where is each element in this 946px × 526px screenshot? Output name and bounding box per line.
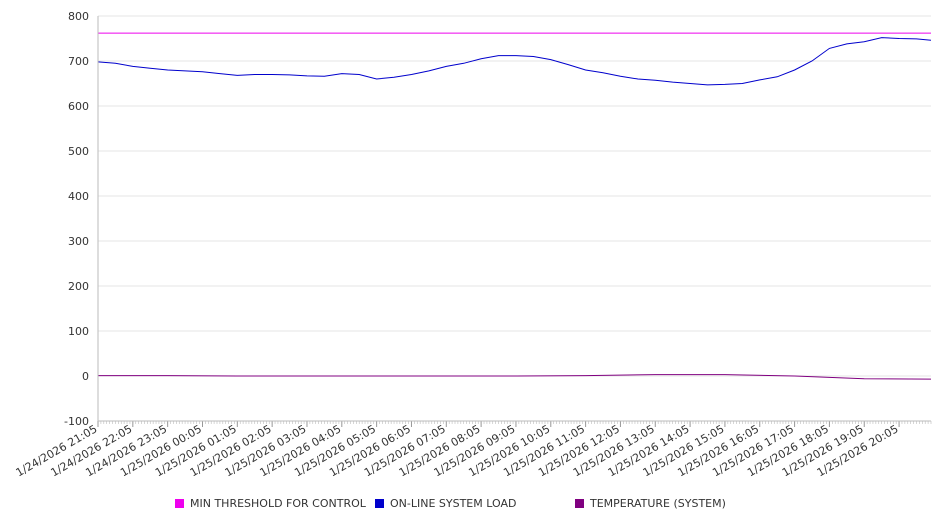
y-tick-label: -100 (64, 415, 89, 428)
y-tick-label: 500 (68, 145, 89, 158)
legend-label-temperature: TEMPERATURE (SYSTEM) (590, 497, 726, 510)
y-axis-ticks: -100 0 100 200 300 400 500 600 700 800 (64, 10, 89, 428)
y-tick-label: 200 (68, 280, 89, 293)
legend-swatch-min-threshold (175, 499, 184, 508)
series-line-temperature-system (98, 374, 932, 380)
y-tick-label: 300 (68, 235, 89, 248)
y-tick-label: 0 (82, 370, 89, 383)
legend-swatch-temperature (575, 499, 584, 508)
y-tick-label: 700 (68, 55, 89, 68)
series-lines (97, 32, 932, 380)
series-line-on-line-system-load (97, 37, 932, 86)
legend-swatch-system-load (375, 499, 384, 508)
legend-label-min-threshold: MIN THRESHOLD FOR CONTROL (190, 497, 366, 510)
legend: MIN THRESHOLD FOR CONTROL ON-LINE SYSTEM… (0, 497, 946, 515)
y-tick-label: 600 (68, 100, 89, 113)
legend-item-system-load[interactable]: ON-LINE SYSTEM LOAD (375, 497, 516, 510)
legend-label-system-load: ON-LINE SYSTEM LOAD (390, 497, 517, 510)
legend-item-temperature[interactable]: TEMPERATURE (SYSTEM) (575, 497, 726, 510)
grid-lines (98, 15, 931, 422)
y-tick-label: 100 (68, 325, 89, 338)
legend-item-min-threshold[interactable]: MIN THRESHOLD FOR CONTROL (175, 497, 366, 510)
x-axis-ticks: 1/24/2026 21:051/24/2026 22:051/24/2026 … (14, 421, 932, 479)
y-tick-label: 800 (68, 10, 89, 23)
y-tick-label: 400 (68, 190, 89, 203)
